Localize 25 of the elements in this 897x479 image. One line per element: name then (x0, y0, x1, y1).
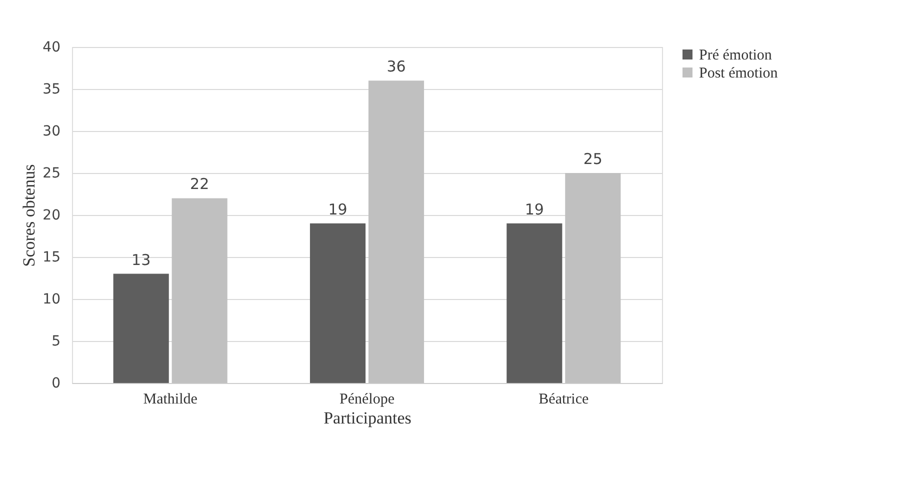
y-tick-label: 40 (42, 40, 60, 56)
x-axis-title: Participantes (324, 408, 412, 428)
y-axis-title: Scores obtenus (20, 164, 39, 267)
legend-label: Pré émotion (699, 48, 772, 64)
x-tick-label: Mathilde (143, 392, 198, 408)
x-tick-label: Béatrice (538, 392, 589, 408)
x-tick-label: Pénélope (340, 392, 395, 408)
y-tick-label: 15 (42, 250, 60, 266)
data-label: 25 (583, 150, 602, 168)
bar (113, 274, 169, 383)
data-label: 36 (386, 58, 406, 76)
y-tick-label: 30 (42, 124, 60, 140)
bar (506, 223, 562, 383)
y-tick-label: 20 (42, 208, 60, 224)
data-label: 13 (132, 250, 151, 269)
y-tick-label: 25 (42, 166, 60, 182)
y-tick-label: 5 (52, 334, 60, 350)
bar (310, 223, 366, 383)
y-tick-label: 10 (42, 292, 60, 308)
data-label: 19 (524, 200, 544, 218)
data-label: 22 (190, 175, 210, 194)
y-tick-label: 35 (42, 82, 60, 98)
y-tick-label: 0 (52, 376, 60, 392)
data-label: 19 (328, 200, 348, 218)
legend-label: Post émotion (699, 66, 778, 82)
